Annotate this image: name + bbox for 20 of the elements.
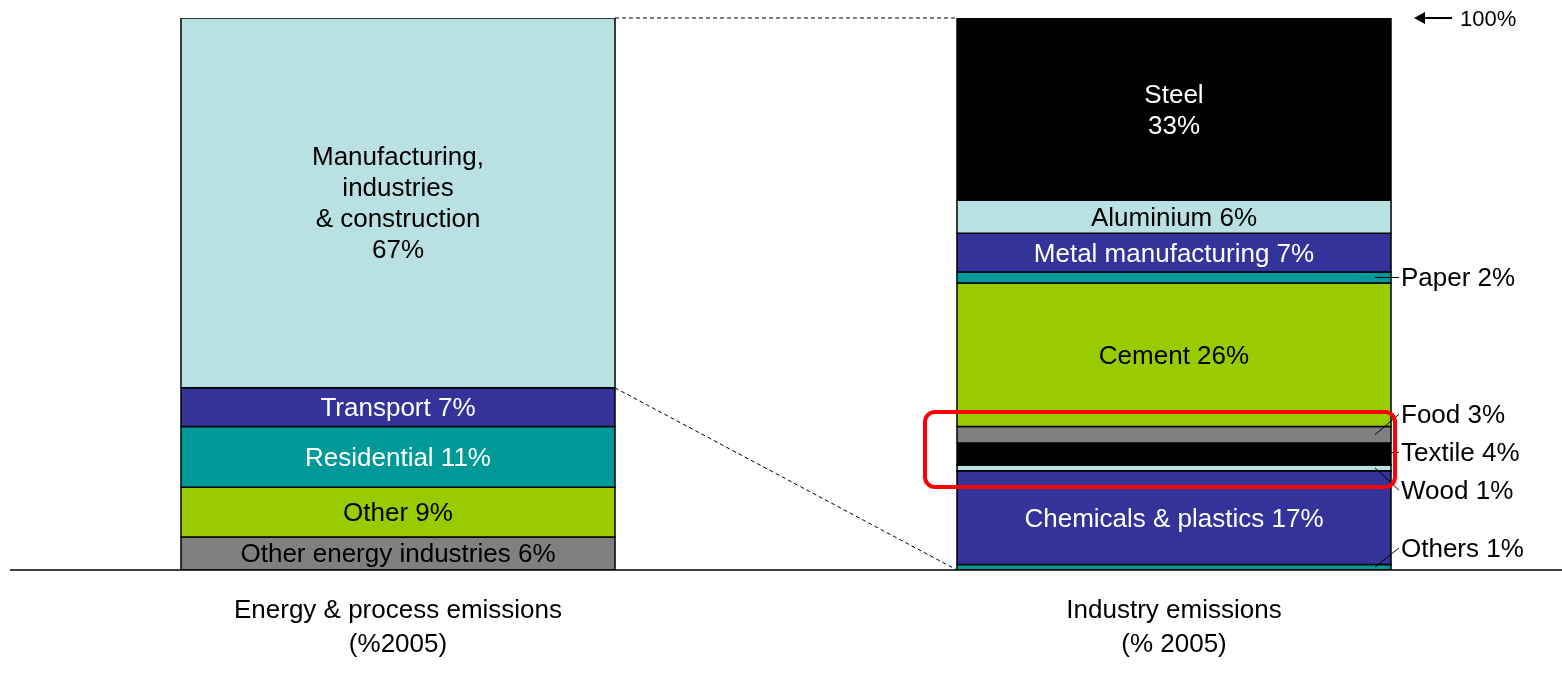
text: Wood 1% (1401, 475, 1514, 506)
text: Other energy industries 6% (240, 538, 556, 569)
text: Transport 7% (320, 392, 476, 423)
text: Aluminium 6% (1090, 201, 1258, 232)
text: Paper 2% (1401, 262, 1516, 293)
x-tick-label: Industry emissions (% 2005) (1066, 594, 1282, 658)
text: Cement 26% (1098, 339, 1250, 370)
text: Chemicals & plastics 17% (1024, 502, 1324, 533)
text: Textile 4% (1401, 437, 1520, 468)
annotation: 100% (1460, 5, 1517, 31)
text: Residential 11% (305, 441, 491, 472)
text: Other 9% (343, 497, 453, 528)
series-label: Manufacturing, industries & construction (312, 141, 484, 234)
series-label: Steel (1144, 78, 1204, 109)
x-tick-label: Energy & process emissions (%2005) (233, 594, 563, 658)
text: Others 1% (1401, 532, 1524, 563)
data-label: 33% (1147, 109, 1201, 140)
data-label: 67% (371, 234, 425, 265)
text: Food 3% (1401, 399, 1506, 430)
text: Metal manufacturing 7% (1033, 237, 1315, 268)
